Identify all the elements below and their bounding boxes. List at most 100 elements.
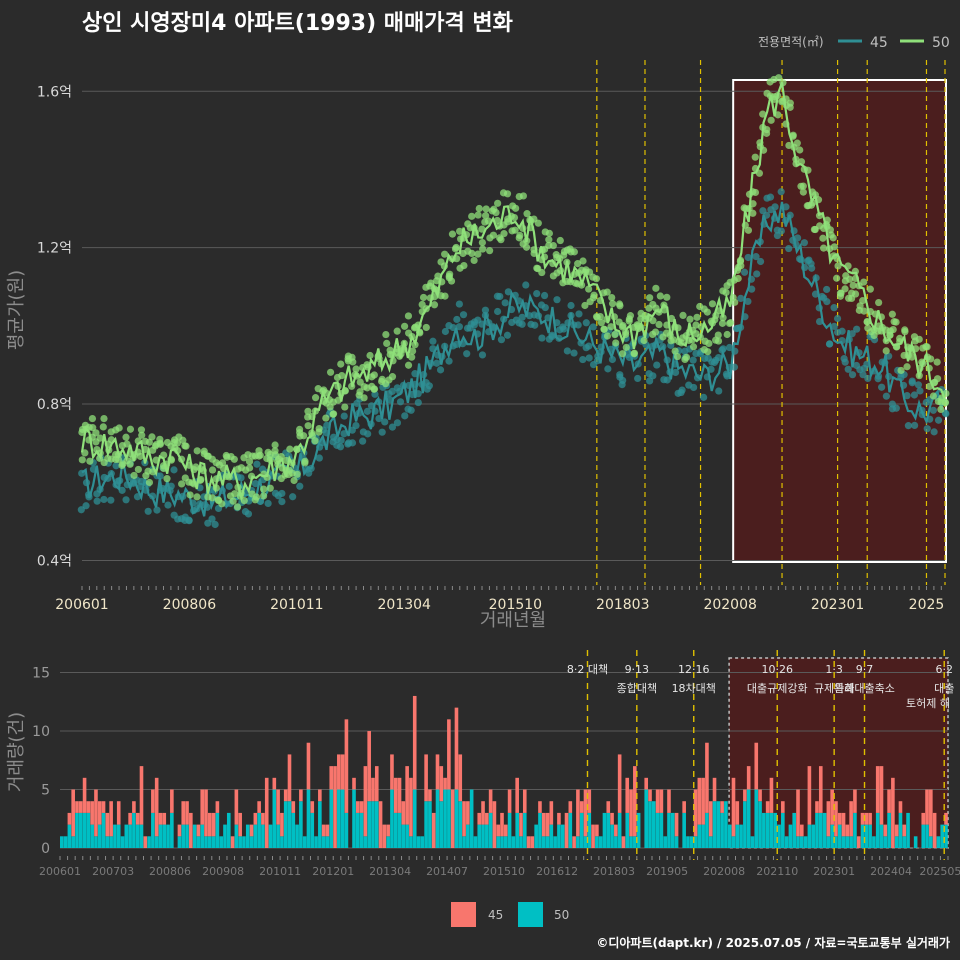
data-point-45 <box>144 507 152 515</box>
volume-bar-45 <box>644 777 649 790</box>
volume-bar-50 <box>655 812 660 848</box>
data-point-50 <box>89 424 97 432</box>
volume-bar-45 <box>428 789 432 802</box>
volume-bar-50 <box>113 824 117 848</box>
volume-bar-50 <box>485 824 489 848</box>
data-point-50 <box>271 447 279 455</box>
data-point-50 <box>173 439 182 447</box>
data-point-50 <box>460 261 468 270</box>
data-point-50 <box>655 320 663 329</box>
volume-bar-50 <box>469 789 474 848</box>
volume-bar-50 <box>936 836 941 848</box>
data-point-50 <box>888 310 896 318</box>
data-point-50 <box>148 433 156 441</box>
volume-bar-50 <box>356 812 360 848</box>
data-point-50 <box>651 328 660 336</box>
data-point-45 <box>911 421 919 429</box>
volume-bar-50 <box>541 836 546 848</box>
volume-x-tick: 202505 <box>919 865 960 878</box>
volume-bar-50 <box>868 824 872 848</box>
volume-bar-45 <box>925 789 929 825</box>
volume-bar-45 <box>818 766 823 813</box>
data-point-50 <box>718 319 727 327</box>
data-point-50 <box>937 405 945 413</box>
data-point-50 <box>545 229 553 237</box>
volume-bar-50 <box>306 789 311 848</box>
volume-bar-50 <box>834 836 838 848</box>
volume-bar-45 <box>868 812 872 825</box>
data-point-45 <box>378 428 386 436</box>
volume-bar-45 <box>367 731 371 802</box>
volume-bar-45 <box>830 789 834 825</box>
data-point-50 <box>277 453 285 461</box>
data-point-50 <box>929 392 938 400</box>
y-tick-label: 1.6억 <box>37 84 72 100</box>
data-point-50 <box>686 315 694 323</box>
volume-x-tick: 201905 <box>646 865 688 878</box>
data-point-45 <box>904 422 912 430</box>
volume-bar-50 <box>447 789 451 848</box>
volume-bar-50 <box>352 789 356 848</box>
volume-bar-45 <box>769 777 774 813</box>
data-point-45 <box>264 499 272 508</box>
data-point-45 <box>208 515 216 523</box>
data-point-50 <box>734 274 742 283</box>
volume-bar-50 <box>101 812 106 848</box>
volume-bar-50 <box>151 812 155 848</box>
data-point-50 <box>456 227 464 235</box>
data-point-50 <box>892 318 900 326</box>
volume-bar-45 <box>860 812 865 825</box>
data-point-50 <box>138 431 146 439</box>
volume-bar-45 <box>435 754 440 790</box>
data-point-50 <box>731 298 739 306</box>
data-point-50 <box>96 434 104 442</box>
data-point-45 <box>859 371 867 379</box>
volume-bar-45 <box>439 766 444 802</box>
data-point-50 <box>714 331 722 339</box>
volume-bar-50 <box>82 812 87 848</box>
data-point-45 <box>848 330 856 338</box>
volume-bar-45 <box>500 812 504 837</box>
volume-bar-45 <box>841 812 846 837</box>
data-point-50 <box>430 301 439 309</box>
data-point-50 <box>545 236 553 244</box>
volume-bar-50 <box>894 836 899 848</box>
data-point-45 <box>782 203 790 211</box>
volume-bar-45 <box>754 742 759 790</box>
data-point-50 <box>751 188 760 197</box>
volume-bar-45 <box>545 812 550 837</box>
data-point-50 <box>603 288 611 296</box>
data-point-45 <box>677 388 685 397</box>
data-point-45 <box>237 474 245 482</box>
data-point-45 <box>453 315 461 324</box>
data-point-45 <box>844 365 852 373</box>
volume-bar-50 <box>245 824 250 848</box>
data-point-50 <box>592 275 601 283</box>
volume-bar-50 <box>507 812 512 848</box>
data-point-45 <box>910 391 918 399</box>
volume-bar-45 <box>424 754 428 802</box>
volume-bar-50 <box>860 824 865 848</box>
volume-bar-50 <box>716 801 721 848</box>
volume-x-tick: 201201 <box>312 865 354 878</box>
volume-bar-45 <box>705 742 709 813</box>
data-point-50 <box>240 496 248 505</box>
volume-bar-45 <box>431 812 436 848</box>
volume-bar-45 <box>359 801 364 813</box>
volume-bar-45 <box>211 812 216 837</box>
data-point-45 <box>455 323 463 331</box>
data-point-50 <box>427 279 435 287</box>
data-point-50 <box>478 238 486 247</box>
volume-bar-45 <box>693 789 698 837</box>
data-point-45 <box>289 493 297 501</box>
data-point-50 <box>534 219 542 227</box>
volume-bar-45 <box>264 777 269 848</box>
volume-bar-50 <box>477 824 482 848</box>
volume-bar-50 <box>560 824 565 848</box>
volume-bar-45 <box>849 801 853 837</box>
volume-bar-50 <box>625 812 630 848</box>
volume-bar-45 <box>82 777 87 813</box>
volume-bar-45 <box>587 789 592 813</box>
data-point-45 <box>663 376 671 384</box>
data-point-50 <box>859 297 867 305</box>
